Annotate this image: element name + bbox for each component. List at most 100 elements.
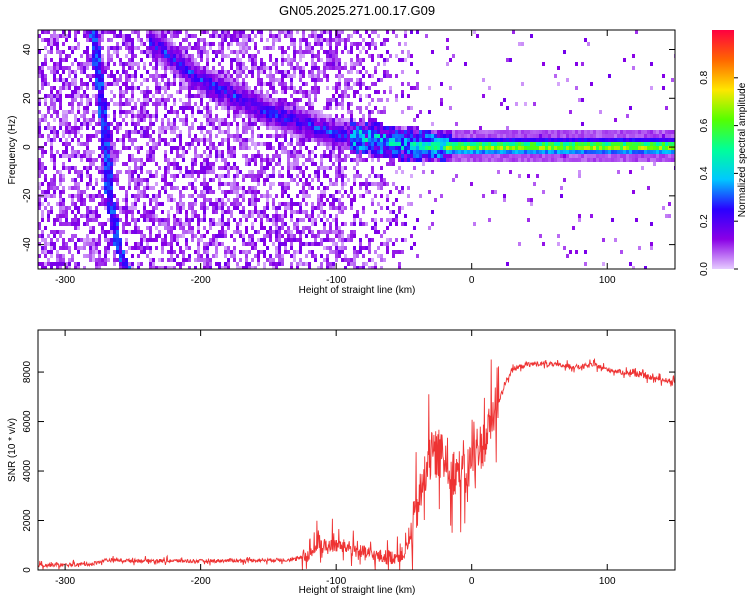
heat-cell: [302, 186, 305, 190]
heat-cell: [110, 130, 113, 134]
heat-cell: [125, 202, 128, 206]
heat-cell: [341, 114, 344, 118]
heat-cell: [632, 54, 635, 58]
heat-cell: [293, 250, 296, 254]
heat-cell: [80, 78, 83, 82]
heat-cell: [617, 158, 620, 162]
heat-cell: [110, 214, 113, 218]
heat-cell: [293, 158, 296, 162]
heat-cell: [281, 58, 284, 62]
heat-cell: [197, 242, 200, 246]
heat-cell: [338, 62, 341, 66]
heat-cell: [155, 58, 158, 62]
heat-cell: [116, 122, 119, 126]
heat-cell: [71, 218, 74, 222]
heat-cell: [203, 226, 206, 230]
heat-cell: [185, 150, 188, 154]
heat-cell: [101, 170, 104, 174]
heat-cell: [368, 126, 371, 130]
heat-cell: [74, 166, 77, 170]
heat-cell: [269, 230, 272, 234]
heat-cell: [302, 70, 305, 74]
heat-cell: [377, 150, 380, 154]
heat-cell: [179, 202, 182, 206]
heat-cell: [143, 94, 146, 98]
heat-cell: [98, 154, 101, 158]
heat-cell: [203, 50, 206, 54]
heat-cell: [41, 210, 44, 214]
heat-cell: [275, 130, 278, 134]
heat-cell: [293, 162, 296, 166]
heat-cell: [386, 162, 389, 166]
heat-cell: [266, 154, 269, 158]
heat-cell: [467, 134, 470, 138]
heat-cell: [305, 50, 308, 54]
heat-cell: [266, 146, 269, 150]
heat-cell: [44, 198, 47, 202]
heat-cell: [77, 130, 80, 134]
heat-cell: [260, 114, 263, 118]
heat-cell: [311, 90, 314, 94]
heat-cell: [551, 138, 554, 142]
heat-cell: [386, 126, 389, 130]
heat-cell: [320, 202, 323, 206]
heat-cell: [74, 154, 77, 158]
heat-cell: [227, 54, 230, 58]
heat-cell: [290, 58, 293, 62]
heat-cell: [347, 102, 350, 106]
heat-cell: [83, 242, 86, 246]
heat-cell: [392, 126, 395, 130]
heat-cell: [335, 198, 338, 202]
heat-cell: [107, 202, 110, 206]
heat-cell: [113, 174, 116, 178]
heat-cell: [254, 102, 257, 106]
heat-cell: [284, 86, 287, 90]
heat-cell: [83, 82, 86, 86]
heat-cell: [626, 154, 629, 158]
heat-cell: [143, 62, 146, 66]
heat-cell: [494, 146, 497, 150]
heat-cell: [341, 230, 344, 234]
heat-cell: [92, 74, 95, 78]
heat-cell: [503, 130, 506, 134]
heat-cell: [248, 170, 251, 174]
heat-cell: [107, 238, 110, 242]
heat-cell: [164, 190, 167, 194]
heat-cell: [383, 38, 386, 42]
heat-cell: [518, 154, 521, 158]
heat-cell: [200, 74, 203, 78]
heat-cell: [41, 190, 44, 194]
heat-cell: [155, 70, 158, 74]
heat-cell: [536, 142, 539, 146]
heat-cell: [191, 94, 194, 98]
heat-cell: [308, 194, 311, 198]
heat-cell: [221, 226, 224, 230]
heat-cell: [188, 106, 191, 110]
heat-cell: [137, 266, 140, 269]
heat-cell: [209, 190, 212, 194]
heat-cell: [218, 46, 221, 50]
heat-cell: [173, 146, 176, 150]
heat-cell: [284, 30, 287, 34]
heat-cell: [317, 194, 320, 198]
heat-cell: [59, 126, 62, 130]
heat-cell: [203, 262, 206, 266]
heat-cell: [44, 190, 47, 194]
heat-cell: [218, 62, 221, 66]
heat-cell: [236, 202, 239, 206]
heat-cell: [161, 218, 164, 222]
heat-cell: [368, 110, 371, 114]
heat-cell: [467, 146, 470, 150]
heat-cell: [290, 122, 293, 126]
heat-cell: [38, 50, 41, 54]
heat-cell: [281, 30, 284, 34]
heat-cell: [188, 94, 191, 98]
heat-cell: [284, 246, 287, 250]
heat-cell: [590, 142, 593, 146]
heat-cell: [413, 226, 416, 230]
heat-cell: [389, 158, 392, 162]
heat-cell: [623, 158, 626, 162]
heat-cell: [182, 86, 185, 90]
heat-cell: [395, 138, 398, 142]
